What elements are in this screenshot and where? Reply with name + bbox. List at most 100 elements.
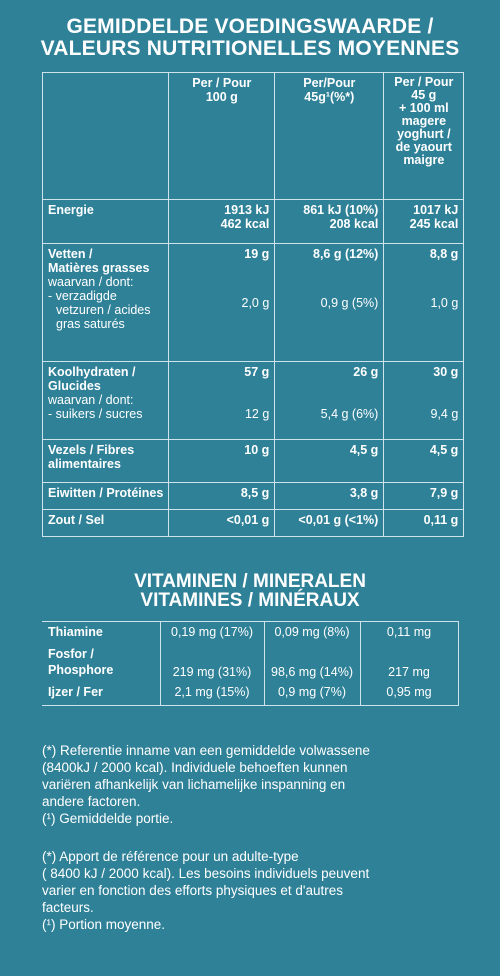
footnote-line: ( 8400 kJ / 2000 kcal). Les besoins indi… xyxy=(42,866,370,881)
thiamine-per-serving: 0,11 mg xyxy=(359,621,459,644)
iron-row: Ijzer / Fer 2,1 mg (15%) 0,9 mg (7%) 0,9… xyxy=(42,681,459,706)
label-text: Vezels / Fibres xyxy=(48,443,135,457)
iron-per-serving: 0,95 mg xyxy=(359,681,459,706)
carbs-per-100g: 57 g 12 g xyxy=(168,361,276,440)
fat-label: Vetten / Matières grasses waarvan / dont… xyxy=(41,243,170,362)
value-text: 2,0 g xyxy=(241,296,270,310)
header-per-100g: Per / Pour 100 g xyxy=(168,72,276,200)
title-line-fr: VALEURS NUTRITIONELLES MOYENNES xyxy=(40,37,460,60)
thiamine-row: Thiamine 0,19 mg (17%) 0,09 mg (8%) 0,11… xyxy=(42,621,459,644)
value-text: 9,4 g xyxy=(430,407,459,421)
thiamine-label: Thiamine xyxy=(42,621,160,644)
label-text: Phosphore xyxy=(48,662,114,677)
footnote-line: variëren afhankelijk van lichamelijke in… xyxy=(42,777,346,792)
value-text: 8,8 g xyxy=(429,247,459,261)
header-text: maigre xyxy=(403,153,445,167)
phosphor-per-serving: 217 mg xyxy=(359,643,459,682)
salt-row: Zout / Sel <0,01 g <0,01 g (<1%) 0,11 g xyxy=(41,509,465,537)
thiamine-per-100g: 0,19 mg (17%) xyxy=(159,621,264,644)
value-text: 208 kcal xyxy=(329,217,379,231)
header-empty-cell xyxy=(41,72,170,200)
iron-per-100g: 2,1 mg (15%) xyxy=(159,681,264,706)
value-text: 1,0 g xyxy=(430,296,459,310)
footnote-line: varier en fonction des efforts physiques… xyxy=(42,883,344,898)
vitamins-title: VITAMINEN / MINERALEN VITAMINES / MINÉRA… xyxy=(0,572,500,610)
header-text: 45 g xyxy=(411,88,437,102)
fat-per-serving: 8,8 g 1,0 g xyxy=(383,243,465,362)
fibre-per-serving: 4,5 g xyxy=(383,439,465,483)
protein-row: Eiwitten / Protéines 8,5 g 3,8 g 7,9 g xyxy=(41,482,465,510)
salt-per-45g: <0,01 g (<1%) xyxy=(274,509,385,537)
phosphor-row: Fosfor / Phosphore 219 mg (31%) 98,6 mg … xyxy=(42,643,459,682)
fat-per-100g: 19 g 2,0 g xyxy=(168,243,276,362)
value-text: 12 g xyxy=(244,407,270,421)
label-text: - verzadigde xyxy=(48,289,117,303)
salt-per-serving: 0,11 g xyxy=(383,509,465,537)
salt-label: Zout / Sel xyxy=(41,509,170,537)
footnote-line: andere factoren. xyxy=(42,794,141,809)
carbs-label: Koolhydraten / Glucides waarvan / dont: … xyxy=(41,361,170,440)
protein-per-45g: 3,8 g xyxy=(274,482,385,510)
label-text: Glucides xyxy=(48,379,101,393)
value-text: 8,6 g (12%) xyxy=(313,247,379,261)
nutrition-title: GEMIDDELDE VOEDINGSWAARDE / VALEURS NUTR… xyxy=(0,16,500,60)
carbs-per-serving: 30 g 9,4 g xyxy=(383,361,465,440)
header-per-45g: Per/Pour 45g¹(%*) xyxy=(274,72,385,200)
protein-label: Eiwitten / Protéines xyxy=(41,482,170,510)
footnote-fr: (*) Apport de référence pour un adulte-t… xyxy=(42,848,462,933)
value-text: 1913 kJ xyxy=(224,203,270,217)
header-text: de yaourt xyxy=(395,140,452,154)
label-text: Vetten / xyxy=(48,247,93,261)
value-text: 861 kJ (10%) xyxy=(303,203,379,217)
fat-row: Vetten / Matières grasses waarvan / dont… xyxy=(41,243,465,362)
nutrition-table: Per / Pour 100 g Per/Pour 45g¹(%*) Per /… xyxy=(41,72,465,537)
salt-per-100g: <0,01 g xyxy=(168,509,276,537)
iron-per-45g: 0,9 mg (7%) xyxy=(263,681,360,706)
value-text: 462 kcal xyxy=(220,217,270,231)
title-line-nl: GEMIDDELDE VOEDINGSWAARDE / xyxy=(66,15,434,38)
vitamins-title-fr: VITAMINES / MINÉRAUX xyxy=(140,590,360,611)
header-text: yoghurt / xyxy=(397,127,451,141)
energy-per-100g: 1913 kJ 462 kcal xyxy=(168,199,276,244)
energy-label: Energie xyxy=(41,199,170,244)
vitamins-title-nl: VITAMINEN / MINERALEN xyxy=(134,571,366,592)
phosphor-per-45g: 98,6 mg (14%) xyxy=(263,643,360,682)
footnote-line: facteurs. xyxy=(42,900,94,915)
label-text: waarvan / dont: xyxy=(48,393,134,407)
footnote-line: (¹) Gemiddelde portie. xyxy=(42,811,174,826)
label-text: - suikers / sucres xyxy=(48,407,143,421)
fibre-per-45g: 4,5 g xyxy=(274,439,385,483)
header-per-45g-yoghurt: Per / Pour 45 g + 100 ml magere yoghurt … xyxy=(383,72,465,200)
fat-per-45g: 8,6 g (12%) 0,9 g (5%) xyxy=(274,243,385,362)
header-text: 100 g xyxy=(205,90,238,104)
header-text: magere xyxy=(401,114,447,128)
footnote-line: (8400kJ / 2000 kcal). Individuele behoef… xyxy=(42,760,348,775)
value-text: 1017 kJ xyxy=(413,203,459,217)
phosphor-label: Fosfor / Phosphore xyxy=(42,644,160,682)
energy-row: Energie 1913 kJ 462 kcal 861 kJ (10%) 20… xyxy=(41,199,465,244)
value-text: 19 g xyxy=(244,247,270,261)
iron-label: Ijzer / Fer xyxy=(42,681,160,706)
label-text: Matières grasses xyxy=(48,261,150,275)
carbs-per-45g: 26 g 5,4 g (6%) xyxy=(274,361,385,440)
energy-per-serving: 1017 kJ 245 kcal xyxy=(383,199,465,244)
value-text: 30 g xyxy=(433,365,459,379)
value-text: 57 g xyxy=(244,365,270,379)
carbs-row: Koolhydraten / Glucides waarvan / dont: … xyxy=(41,361,465,440)
fibre-per-100g: 10 g xyxy=(168,439,276,483)
header-text: Per/Pour xyxy=(303,76,356,90)
value-text: 5,4 g (6%) xyxy=(320,407,379,421)
footnote-line: (*) Apport de référence pour un adulte-t… xyxy=(42,849,299,864)
footnote-nl: (*) Referentie inname van een gemiddelde… xyxy=(42,742,462,827)
value-text: 245 kcal xyxy=(409,217,459,231)
label-text: gras saturés xyxy=(56,317,125,331)
value-text: 0,9 g (5%) xyxy=(320,296,379,310)
label-text: Fosfor / xyxy=(48,646,94,661)
thiamine-per-45g: 0,09 mg (8%) xyxy=(263,621,360,644)
footnote-line: (¹) Portion moyenne. xyxy=(42,917,166,932)
energy-per-45g: 861 kJ (10%) 208 kcal xyxy=(274,199,385,244)
header-text: Per / Pour xyxy=(192,76,252,90)
protein-per-serving: 7,9 g xyxy=(383,482,465,510)
header-text: Per / Pour xyxy=(394,75,454,89)
value-text: 26 g xyxy=(353,365,379,379)
